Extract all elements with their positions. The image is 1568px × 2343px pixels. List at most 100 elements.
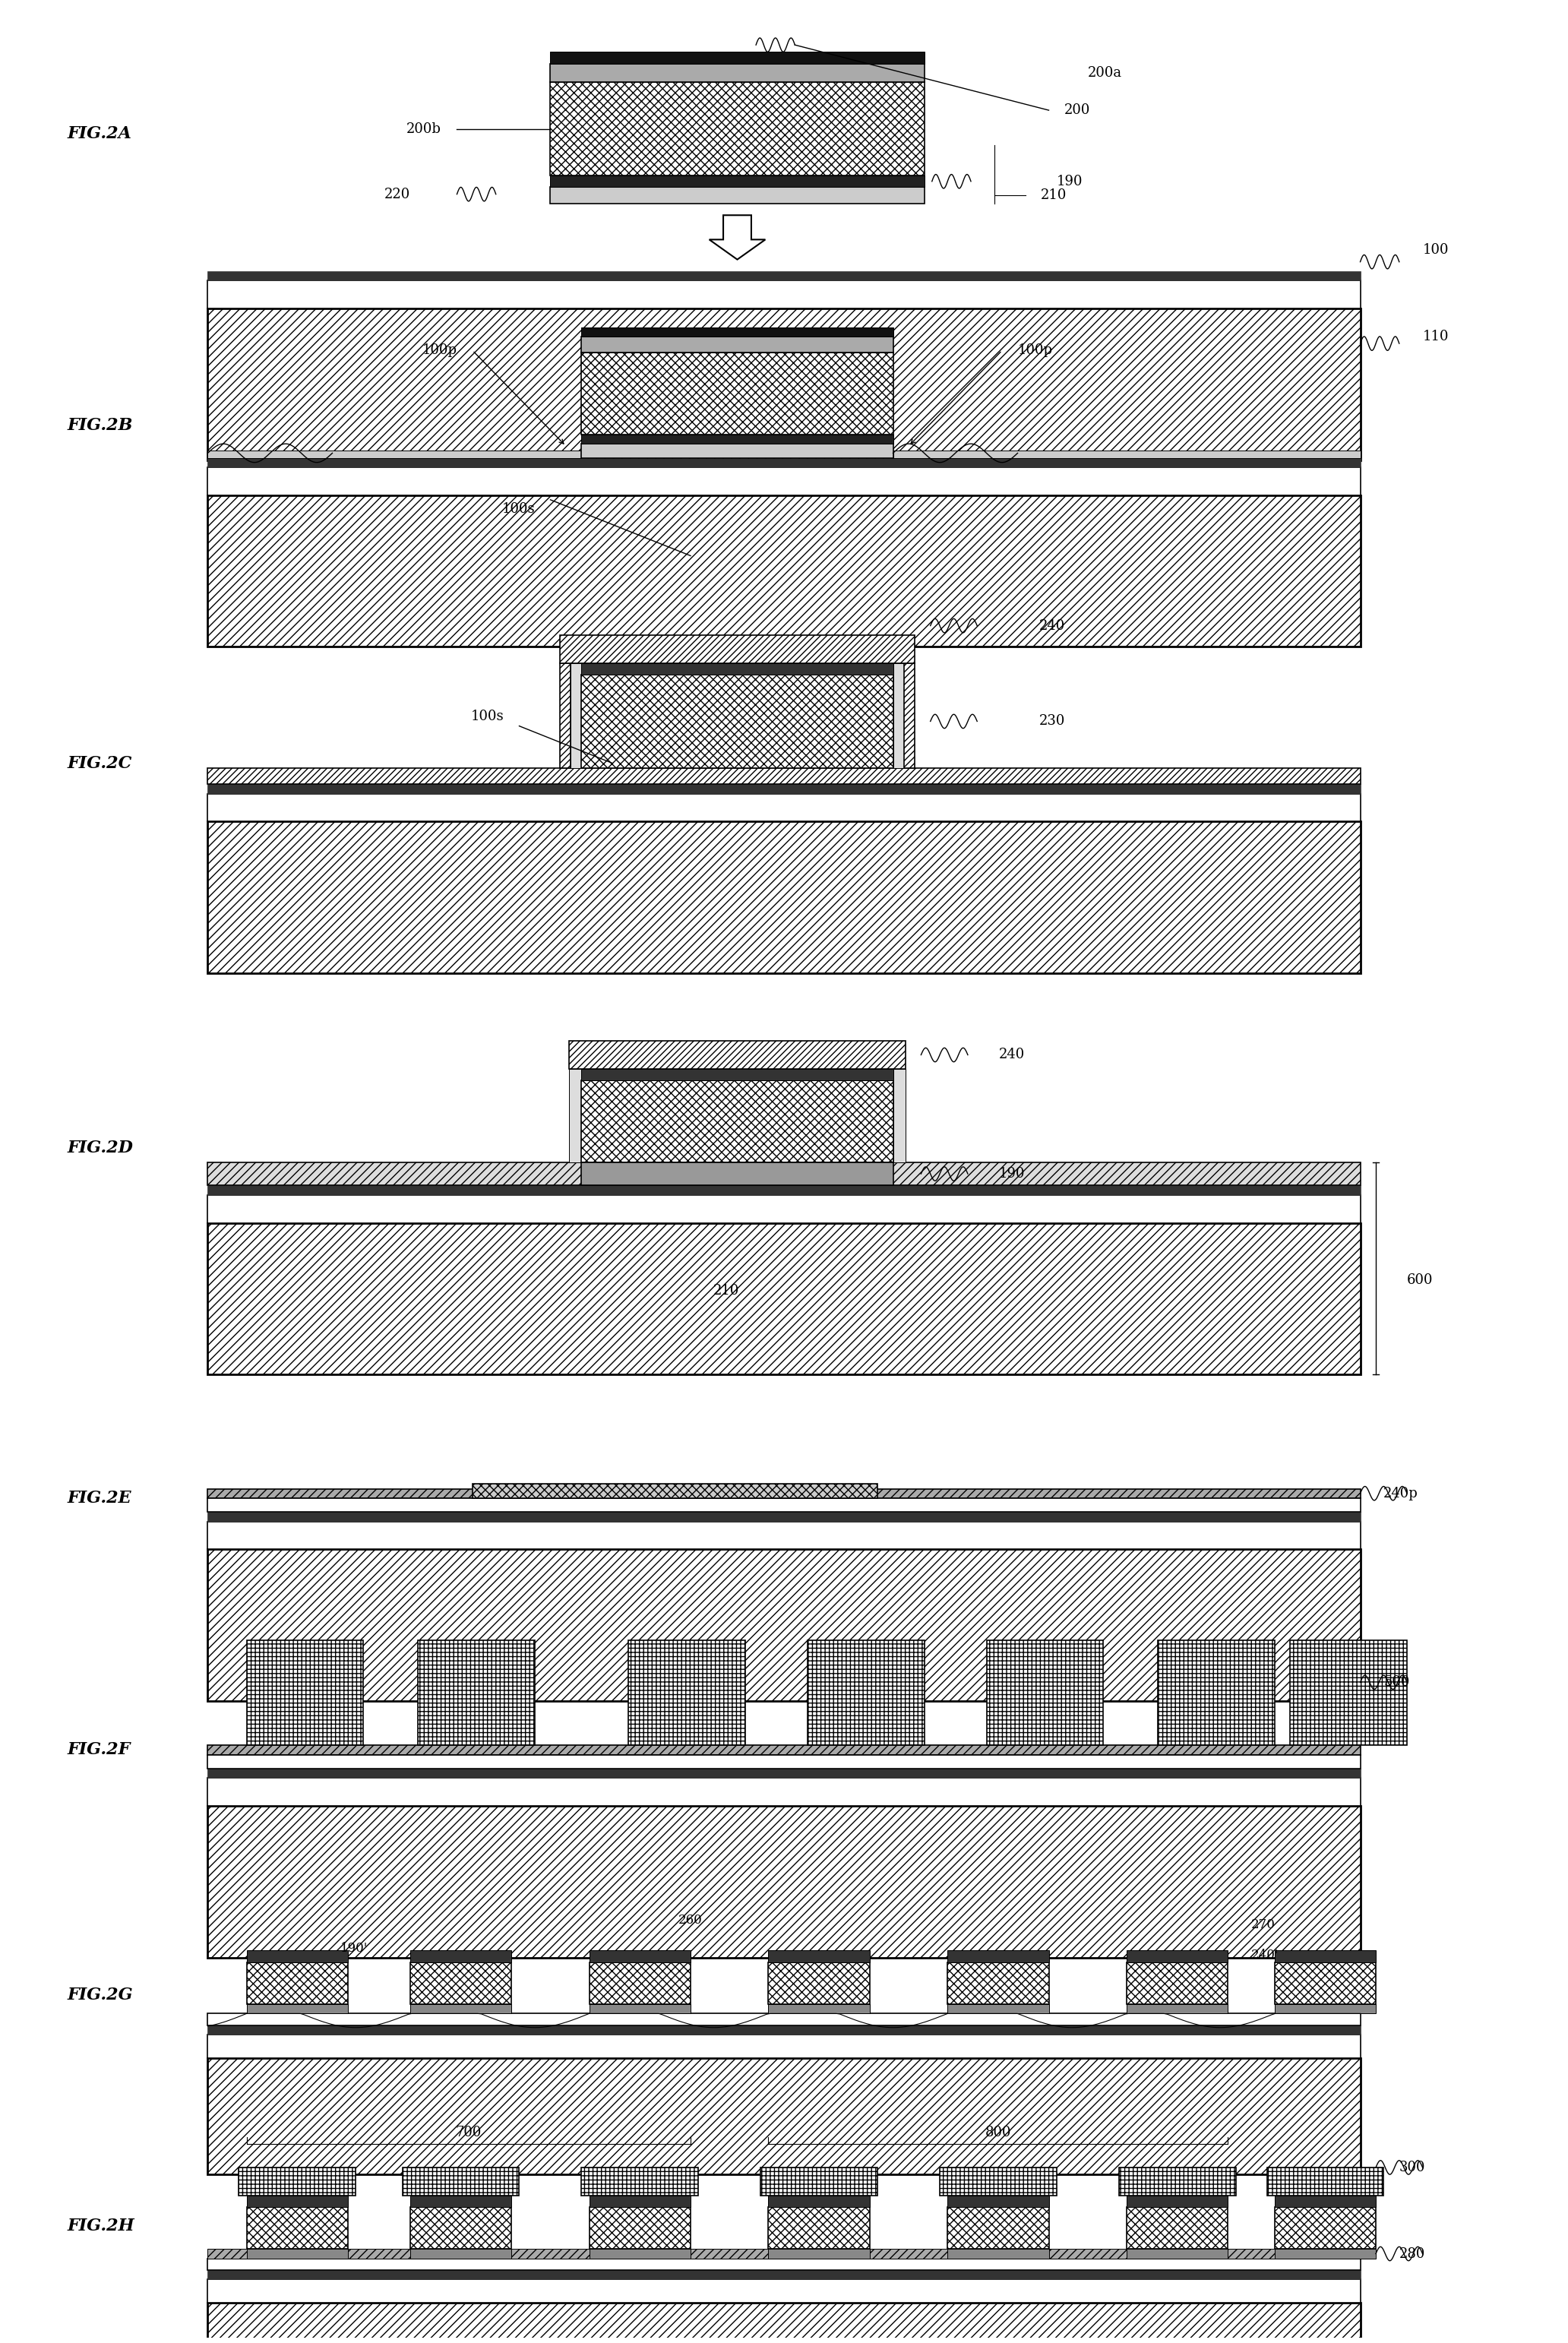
Text: 600: 600 bbox=[1406, 1272, 1433, 1286]
Text: 260: 260 bbox=[679, 1914, 702, 1926]
Bar bbox=[768, 2249, 870, 2259]
Bar bbox=[550, 82, 924, 176]
Bar bbox=[582, 443, 894, 457]
Text: 100s: 100s bbox=[470, 710, 503, 724]
Bar bbox=[207, 1778, 1361, 1806]
Bar bbox=[207, 457, 1361, 466]
Bar bbox=[768, 2003, 870, 2013]
Bar bbox=[582, 675, 894, 769]
Bar bbox=[246, 1949, 348, 1961]
Bar bbox=[246, 2249, 348, 2259]
Bar bbox=[207, 1223, 1361, 1375]
Bar bbox=[582, 337, 894, 354]
Text: 200a: 200a bbox=[1088, 66, 1123, 80]
Bar bbox=[947, 2249, 1049, 2259]
Bar bbox=[1120, 2167, 1236, 2195]
Bar bbox=[207, 1521, 1361, 1549]
Bar bbox=[207, 2259, 1361, 2270]
Text: FIG.2G: FIG.2G bbox=[67, 1987, 133, 2003]
Bar bbox=[207, 466, 1361, 494]
Bar bbox=[411, 2003, 511, 2013]
Bar bbox=[1127, 2249, 1228, 2259]
Bar bbox=[207, 1549, 1361, 1701]
Bar bbox=[207, 2057, 1361, 2174]
Bar bbox=[1275, 1961, 1375, 2003]
Bar bbox=[411, 1949, 511, 1961]
Bar bbox=[582, 328, 894, 337]
Bar bbox=[207, 2013, 1361, 2024]
Bar bbox=[1157, 1640, 1275, 1746]
Bar bbox=[582, 1080, 894, 1162]
Bar bbox=[582, 1068, 894, 1080]
Bar bbox=[582, 354, 894, 433]
Bar bbox=[207, 309, 1361, 459]
Bar bbox=[1127, 2195, 1228, 2207]
Text: 100: 100 bbox=[1422, 244, 1449, 258]
Text: 240: 240 bbox=[1040, 619, 1065, 633]
Bar bbox=[246, 1640, 364, 1746]
Bar bbox=[760, 2167, 878, 2195]
Bar bbox=[560, 635, 914, 663]
Bar bbox=[207, 2270, 1361, 2280]
Text: FIG.2E: FIG.2E bbox=[67, 1490, 132, 1507]
Bar bbox=[207, 1195, 1361, 1223]
Bar bbox=[207, 450, 582, 457]
Bar bbox=[590, 1949, 690, 1961]
Text: FIG.2C: FIG.2C bbox=[67, 754, 132, 771]
Bar bbox=[207, 1488, 1361, 1497]
Bar bbox=[947, 2207, 1049, 2249]
Bar bbox=[207, 2249, 1361, 2259]
Bar bbox=[207, 1511, 1361, 1521]
Text: 190: 190 bbox=[1057, 173, 1083, 187]
Bar bbox=[947, 2003, 1049, 2013]
Text: FIG.2B: FIG.2B bbox=[67, 417, 133, 433]
Text: FIG.2H: FIG.2H bbox=[67, 2216, 135, 2235]
Bar bbox=[947, 1961, 1049, 2003]
Bar bbox=[947, 2195, 1049, 2207]
Text: 800: 800 bbox=[985, 2125, 1011, 2139]
Text: 270: 270 bbox=[1251, 1919, 1275, 1931]
Text: 190': 190' bbox=[340, 1942, 367, 1954]
Bar bbox=[207, 1746, 1361, 1755]
Bar bbox=[569, 1068, 582, 1162]
Bar bbox=[894, 663, 903, 769]
Bar bbox=[207, 1806, 1361, 1956]
Bar bbox=[629, 1640, 745, 1746]
Bar bbox=[768, 2195, 870, 2207]
Polygon shape bbox=[709, 216, 765, 260]
Bar bbox=[1127, 2207, 1228, 2249]
Bar bbox=[207, 1162, 1361, 1186]
Bar bbox=[207, 2034, 1361, 2057]
Bar bbox=[403, 2167, 519, 2195]
Bar bbox=[207, 1497, 1361, 1511]
Bar bbox=[246, 2195, 348, 2207]
Text: 700: 700 bbox=[456, 2125, 481, 2139]
Bar bbox=[1275, 2003, 1375, 2013]
Bar bbox=[207, 794, 1361, 822]
Text: 110: 110 bbox=[1422, 330, 1449, 344]
Text: FIG.2F: FIG.2F bbox=[67, 1741, 130, 1757]
Bar bbox=[550, 63, 924, 82]
Bar bbox=[590, 2249, 690, 2259]
Bar bbox=[411, 2207, 511, 2249]
Bar bbox=[207, 769, 1361, 785]
Bar bbox=[1275, 2249, 1375, 2259]
Bar bbox=[894, 450, 1361, 457]
Bar bbox=[947, 1949, 1049, 1961]
Bar bbox=[903, 663, 914, 769]
Bar bbox=[768, 1961, 870, 2003]
Bar bbox=[207, 494, 1361, 647]
Bar bbox=[550, 52, 924, 63]
Text: 500: 500 bbox=[1383, 1675, 1410, 1689]
Bar bbox=[808, 1640, 924, 1746]
Text: 190: 190 bbox=[999, 1167, 1025, 1181]
Bar bbox=[246, 1961, 348, 2003]
Bar bbox=[590, 2003, 690, 2013]
Bar bbox=[411, 2249, 511, 2259]
Bar bbox=[1127, 1949, 1228, 1961]
Bar bbox=[1275, 1949, 1375, 1961]
Bar bbox=[246, 2207, 348, 2249]
Bar bbox=[207, 1769, 1361, 1778]
Bar bbox=[550, 187, 924, 204]
Bar bbox=[246, 2003, 348, 2013]
